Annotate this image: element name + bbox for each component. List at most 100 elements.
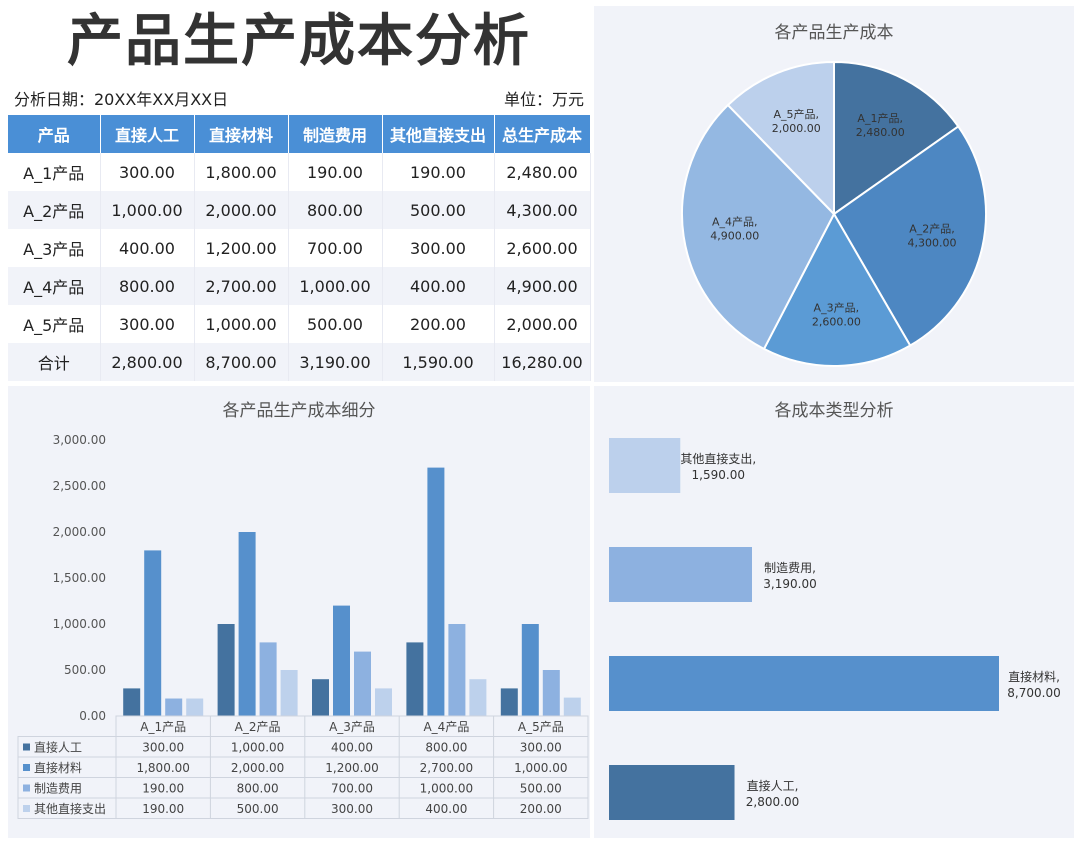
data-table-value: 700.00 bbox=[331, 782, 373, 796]
analysis-date: 分析日期：20XX年XX月XX日 bbox=[14, 90, 229, 109]
column-bar bbox=[280, 670, 298, 716]
pie-value-label: 4,300.00 bbox=[907, 237, 956, 250]
table-cell: 300.00 bbox=[100, 153, 195, 191]
table-row: A_2产品 1,000.00 2,000.00 800.00 500.00 4,300.0… bbox=[8, 191, 591, 229]
pie-category-label: A_2产品, bbox=[909, 222, 955, 236]
cost-type-value-label: 2,800.00 bbox=[746, 795, 799, 809]
cost-type-bar bbox=[609, 438, 681, 493]
cost-type-bar bbox=[609, 547, 752, 602]
y-tick-label: 500.00 bbox=[64, 663, 106, 677]
table-cell: 190.00 bbox=[382, 153, 495, 191]
pie-chart-title: 各产品生产成本 bbox=[774, 23, 894, 43]
cost-type-bar bbox=[609, 765, 735, 820]
legend-series-name: 其他直接支出 bbox=[34, 801, 106, 816]
column-header: 直接材料 bbox=[194, 115, 289, 153]
y-tick-label: 3,000.00 bbox=[53, 433, 106, 447]
table-cell: A_4产品 bbox=[8, 267, 101, 305]
y-tick-label: 0.00 bbox=[79, 709, 106, 723]
table-cell: 2,000.00 bbox=[494, 305, 591, 343]
table-cell: A_2产品 bbox=[8, 191, 101, 229]
data-table-value: 190.00 bbox=[142, 802, 184, 816]
data-table-value: 400.00 bbox=[425, 802, 467, 816]
table-cell: 合计 bbox=[8, 343, 101, 381]
column-bar bbox=[427, 467, 445, 716]
legend-series-name: 直接人工 bbox=[34, 740, 82, 755]
column-bar bbox=[259, 642, 277, 716]
cost-type-category-label: 制造费用, bbox=[764, 561, 816, 575]
table-body: A_1产品 300.00 1,800.00 190.00 190.00 2,480.00 A… bbox=[8, 153, 591, 343]
data-table-value: 300.00 bbox=[520, 741, 562, 755]
column-bar bbox=[165, 698, 183, 716]
column-bar bbox=[448, 624, 466, 716]
pie-category-label: A_5产品, bbox=[773, 107, 819, 121]
column-bar bbox=[354, 651, 371, 716]
table-cell: 2,600.00 bbox=[494, 229, 591, 267]
column-bar bbox=[144, 550, 162, 716]
pie-chart: A_1产品,2,480.00 A_2产品,4,300.00 A_3产品,2,600.… bbox=[681, 60, 987, 367]
table-cell: 2,480.00 bbox=[494, 153, 591, 191]
cost-table: 产品 直接人工 直接材料 制造费用 其他直接支出 总生产成本 A_1产品 300.… bbox=[8, 115, 591, 381]
cost-type-value-label: 1,590.00 bbox=[692, 468, 745, 482]
table-cell: 1,000.00 bbox=[194, 305, 289, 343]
legend-series-name: 直接材料 bbox=[34, 760, 82, 775]
data-table-row bbox=[17, 777, 589, 799]
data-table-value: 1,800.00 bbox=[136, 761, 189, 775]
table-row: A_1产品 300.00 1,800.00 190.00 190.00 2,480.00 bbox=[8, 153, 591, 191]
data-table-value: 1,000.00 bbox=[420, 782, 473, 796]
pie-value-label: 2,000.00 bbox=[772, 122, 821, 135]
data-table-value: 500.00 bbox=[237, 802, 279, 816]
data-table-value: 2,000.00 bbox=[231, 761, 284, 775]
table-total-row: 合计 2,800.00 8,700.00 3,190.00 1,590.00 1… bbox=[8, 343, 591, 381]
table-cell: 500.00 bbox=[382, 191, 495, 229]
column-bar bbox=[542, 670, 560, 716]
cost-type-category-label: 其他直接支出, bbox=[680, 451, 756, 466]
table-cell: 2,700.00 bbox=[194, 267, 289, 305]
legend-swatch bbox=[23, 743, 30, 751]
pie-value-label: 2,480.00 bbox=[856, 126, 905, 139]
table-cell: 1,200.00 bbox=[194, 229, 289, 267]
table-header-row: 产品 直接人工 直接材料 制造费用 其他直接支出 总生产成本 bbox=[8, 115, 591, 153]
data-table-value: 300.00 bbox=[142, 741, 184, 755]
data-table-row bbox=[17, 736, 589, 758]
data-table-value: 190.00 bbox=[142, 782, 184, 796]
table-cell: A_3产品 bbox=[8, 229, 101, 267]
pie-slice bbox=[726, 60, 835, 217]
table-cell: 8,700.00 bbox=[194, 343, 289, 381]
table-cell: 1,000.00 bbox=[100, 191, 195, 229]
column-bar bbox=[123, 688, 141, 716]
x-category-label: A_2产品 bbox=[235, 720, 281, 734]
pie-value-label: 4,900.00 bbox=[710, 230, 759, 243]
data-table-value: 200.00 bbox=[520, 802, 562, 816]
data-table-row bbox=[17, 756, 589, 778]
data-table-value: 1,000.00 bbox=[514, 761, 567, 775]
table-cell: 400.00 bbox=[100, 229, 195, 267]
data-table-value: 1,000.00 bbox=[231, 741, 284, 755]
legend-swatch bbox=[23, 805, 30, 812]
column-bar bbox=[217, 624, 235, 716]
table-cell: 1,800.00 bbox=[194, 153, 289, 191]
table-cell: 190.00 bbox=[288, 153, 383, 191]
cost-type-value-label: 8,700.00 bbox=[1007, 686, 1060, 700]
data-table-value: 400.00 bbox=[331, 741, 373, 755]
pie-slice bbox=[762, 211, 912, 367]
data-table-value: 2,700.00 bbox=[420, 761, 473, 775]
column-chart: 0.00 500.00 1,000.00 1,500.00 2,000.00 2,500.… bbox=[17, 433, 589, 819]
table-cell: 1,000.00 bbox=[288, 267, 383, 305]
table-row: A_5产品 300.00 1,000.00 500.00 200.00 2,000.00 bbox=[8, 305, 591, 343]
x-category-label: A_4产品 bbox=[423, 720, 469, 734]
table-cell: 800.00 bbox=[288, 191, 383, 229]
y-tick-label: 2,000.00 bbox=[53, 525, 106, 539]
cost-type-bar-chart: 其他直接支出, 1,590.00 制造费用, 3,190.00 直接材料, 8,700.0… bbox=[609, 438, 1061, 820]
x-category-label: A_5产品 bbox=[518, 720, 564, 734]
data-table-value: 300.00 bbox=[331, 802, 373, 816]
pie-slice bbox=[681, 103, 836, 351]
table-cell: 700.00 bbox=[288, 229, 383, 267]
table-cell: 4,300.00 bbox=[494, 191, 591, 229]
column-bar bbox=[406, 642, 424, 716]
cost-type-chart-title: 各成本类型分析 bbox=[774, 401, 894, 421]
column-bar bbox=[563, 697, 581, 716]
pie-slice bbox=[832, 125, 987, 347]
table-cell: 3,190.00 bbox=[288, 343, 383, 381]
pie-chart-panel: 各产品生产成本 A_1产品, 2,480.00 A_2产品, 4,300.00 A_3产… bbox=[594, 6, 1074, 382]
table-cell: 400.00 bbox=[382, 267, 495, 305]
